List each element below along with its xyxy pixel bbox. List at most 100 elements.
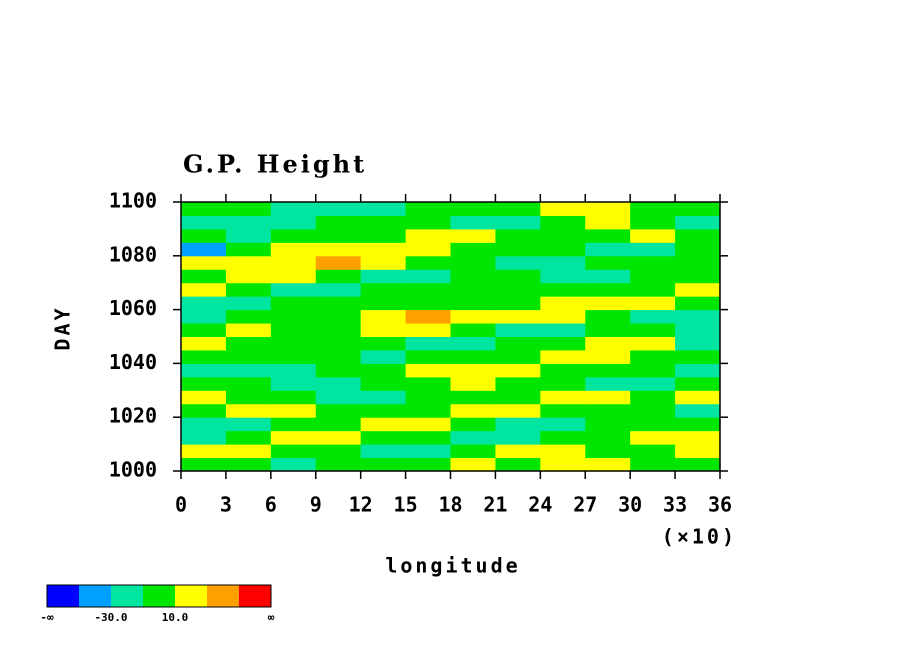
x-tick-label: 30 <box>618 493 642 517</box>
cell <box>630 296 676 311</box>
cell <box>315 390 362 405</box>
cell <box>450 457 496 472</box>
cell <box>270 323 317 337</box>
cell <box>181 255 227 270</box>
cell <box>225 202 272 216</box>
colorbar-box <box>239 585 271 607</box>
x-tick-label: 15 <box>394 493 418 517</box>
cell <box>315 282 362 297</box>
cell <box>540 309 586 324</box>
x-tick-label: 27 <box>573 493 597 517</box>
cell <box>675 323 721 337</box>
cell <box>360 363 407 378</box>
cell <box>181 390 227 405</box>
cell <box>270 376 317 391</box>
cell <box>315 255 362 270</box>
cell <box>585 255 631 270</box>
y-tick-label: 1100 <box>109 189 157 213</box>
cell <box>270 269 317 284</box>
cell <box>540 430 586 445</box>
cell <box>360 457 407 472</box>
cell <box>630 309 676 324</box>
cell <box>181 363 227 378</box>
cell <box>585 309 631 324</box>
cell <box>405 255 451 270</box>
cell <box>495 323 541 337</box>
cell <box>675 309 721 324</box>
cell <box>585 202 631 216</box>
cell <box>630 269 676 284</box>
cell <box>315 349 362 364</box>
cell <box>270 444 317 459</box>
cell <box>181 417 227 432</box>
cell <box>315 336 362 351</box>
cell <box>405 376 451 391</box>
colorbar-box <box>47 585 79 607</box>
cell <box>315 242 362 257</box>
cell <box>270 202 317 216</box>
cell <box>225 376 272 391</box>
cell <box>630 228 676 243</box>
cell <box>495 430 541 445</box>
cell <box>540 215 586 230</box>
x-scale-label: (×10) <box>662 525 737 549</box>
cell <box>181 228 227 243</box>
x-tick-label: 33 <box>663 493 687 517</box>
cell <box>630 444 676 459</box>
cell <box>270 309 317 324</box>
cell <box>495 296 541 311</box>
cell <box>675 242 721 257</box>
cell <box>360 202 407 216</box>
cell <box>675 215 721 230</box>
cell <box>540 269 586 284</box>
cell <box>315 202 362 216</box>
cell <box>495 309 541 324</box>
cell <box>270 242 317 257</box>
cell <box>495 390 541 405</box>
cell <box>405 363 451 378</box>
x-tick-label: 3 <box>220 493 232 517</box>
cell <box>315 403 362 418</box>
cell <box>270 363 317 378</box>
cell <box>450 242 496 257</box>
cell <box>495 282 541 297</box>
cell <box>675 457 721 472</box>
cell <box>270 390 317 405</box>
cell <box>405 269 451 284</box>
cell <box>495 269 541 284</box>
cell <box>270 282 317 297</box>
cell <box>630 376 676 391</box>
cell <box>450 269 496 284</box>
colorbar-label: -30.0 <box>94 611 127 624</box>
x-tick-label: 21 <box>483 493 507 517</box>
x-tick-label: 18 <box>438 493 462 517</box>
cell <box>405 349 451 364</box>
colorbar-frame <box>46 584 272 608</box>
x-tick-label: 12 <box>349 493 373 517</box>
cell <box>450 202 496 216</box>
cell <box>315 444 362 459</box>
cell <box>181 430 227 445</box>
cell <box>405 282 451 297</box>
cell <box>225 215 272 230</box>
cell <box>225 255 272 270</box>
cell <box>630 363 676 378</box>
cell <box>315 309 362 324</box>
cell <box>181 349 227 364</box>
cell <box>585 403 631 418</box>
cell <box>540 296 586 311</box>
cell <box>630 255 676 270</box>
x-tick-label: 9 <box>310 493 322 517</box>
cell <box>675 403 721 418</box>
y-tick-label: 1000 <box>109 458 157 482</box>
x-tick-label: 36 <box>708 493 732 517</box>
cell <box>225 228 272 243</box>
cell <box>540 457 586 472</box>
cell <box>360 417 407 432</box>
cell <box>585 215 631 230</box>
cell <box>405 242 451 257</box>
cell <box>585 296 631 311</box>
cell <box>675 376 721 391</box>
cell <box>675 269 721 284</box>
cell <box>495 417 541 432</box>
